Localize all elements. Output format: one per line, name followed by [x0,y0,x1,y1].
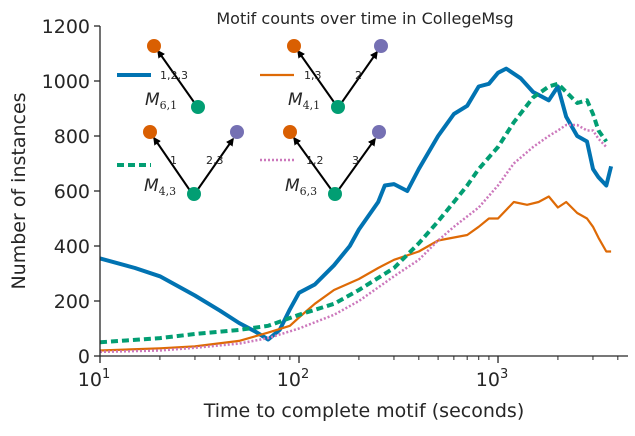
y-tick-label: 1200 [42,16,90,38]
series-line-2 [100,195,612,352]
motif-edge [336,137,376,193]
y-tick-label: 400 [54,236,90,258]
motif-label-m43: M4,3 [144,176,176,198]
y-tick-label: 1000 [42,71,90,93]
motif-label-m41: M4,1 [288,90,320,112]
edge-label: 1 [170,154,177,167]
edge-label: 2 [355,69,362,82]
edge-label: 2,3 [206,154,224,167]
motif-label-m61: M6,1 [145,90,177,112]
motif-node [143,125,157,139]
edge-label: 1,3 [304,69,322,82]
motif-node [147,39,161,53]
series-layer [100,66,614,354]
motif-label-m63: M6,3 [285,176,317,198]
motif-edge [297,49,337,106]
motif-edge [153,136,192,193]
motif-node [374,39,388,53]
motif-node [187,187,201,201]
y-axis-label: Number of instances [8,92,30,289]
motif-node [283,125,297,139]
x-tick-label: 102 [277,367,309,391]
motif-node [191,100,205,114]
x-tick-label: 101 [78,367,110,391]
x-tick-label: 103 [476,367,508,391]
motif-node [328,187,342,201]
y-tick-label: 800 [54,126,90,148]
edge-label: 3 [352,154,359,167]
ticks: 0 200 400 600 800 1000 1200 101 102 103 [42,16,619,391]
y-tick-label: 600 [54,181,90,203]
motif-edge [157,49,197,106]
motif-node [372,125,386,139]
legend-entry-m43: 1 2,3 M4,3 [117,125,244,201]
legend-entry-m61: 1,2,3 M6,1 [117,39,205,114]
motif-edge [195,137,234,193]
edge-label: 1,2 [306,154,324,167]
series-line-4 [100,123,608,354]
y-tick-label: 0 [78,346,90,368]
edge-label: 1,2,3 [160,69,188,82]
series-line-1 [100,66,614,342]
motif-node [287,39,301,53]
x-axis-label: Time to complete motif (seconds) [203,400,525,422]
motif-node [230,125,244,139]
legend-entry-m63: 1,2 3 M6,3 [260,125,386,201]
motif-legend: 1,2,3 M6,1 1,3 2 M4,1 1 2,3 M4,3 [117,39,388,201]
series-line-3 [100,81,608,345]
motif-edge [339,50,378,106]
motif-node [331,100,345,114]
motif-edge [293,136,334,193]
legend-entry-m41: 1,3 2 M4,1 [260,39,388,114]
y-tick-label: 200 [54,291,90,313]
chart-title: Motif counts over time in CollegeMsg [216,9,513,28]
